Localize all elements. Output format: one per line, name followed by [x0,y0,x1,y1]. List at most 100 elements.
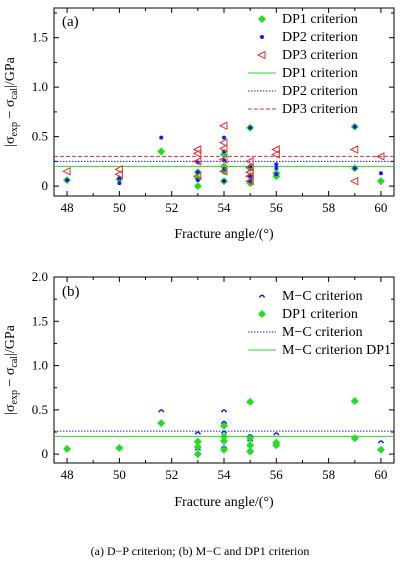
legend-label: M−C criterion [282,289,363,304]
panel-b-label: (b) [62,284,80,300]
data-point [192,157,202,166]
x-tick-label: 52 [165,467,178,482]
data-point [376,445,385,454]
x-tick-label: 52 [165,200,178,215]
data-point [218,155,228,164]
legend-label: DP3 criterion [282,48,358,63]
data-point [194,431,202,435]
data-point [274,162,279,167]
data-point [218,144,228,153]
data-point [377,440,385,444]
x-tick-label: 48 [61,467,74,482]
data-point [222,179,226,184]
data-point [274,172,279,177]
panel-a-xlabel: Fracture angle/(°) [174,227,274,242]
legend-label: M−C criterion DP1 [282,343,391,358]
x-tick-label: 56 [270,200,284,215]
y-tick-label: 1.5 [32,30,48,45]
data-point [350,434,359,443]
data-point [192,145,202,154]
x-tick-label: 54 [218,200,232,215]
y-tick-label: 0 [42,178,49,193]
data-point [246,441,255,450]
panel-a-legend: DP1 criterion DP2 criterion DP3 criterion D… [248,12,358,117]
legend-marker-swatch [258,310,266,318]
x-tick-label: 60 [374,467,387,482]
y-tick-label: 1.5 [32,313,48,328]
data-point [157,419,166,428]
legend-marker-swatch [256,50,266,60]
data-point [245,162,254,172]
data-point [245,176,254,186]
data-point [352,124,357,129]
data-point [245,157,254,166]
legend-marker-swatch [258,15,266,23]
data-point [349,176,359,186]
data-point [159,135,164,140]
data-point [375,152,385,161]
x-tick-label: 50 [113,200,126,215]
y-tick-label: 1.0 [32,79,48,94]
legend-label: M−C criterion [282,325,363,340]
data-point [220,409,228,413]
data-point [245,167,254,177]
figure-caption: (a) D−P criterion; (b) M−C and DP1 crite… [90,544,310,558]
data-point [193,450,202,459]
panel-a: 48 50 52 54 56 58 60 0 0.5 1.0 1.5 (a) DP1 criteri… [3,7,395,242]
data-point [114,164,123,174]
data-point [193,443,202,452]
data-point [63,444,72,453]
data-point [246,397,255,406]
data-point [218,166,228,176]
data-point [220,420,228,425]
data-point [220,432,228,441]
data-point [220,445,228,454]
legend-marker-swatch [260,35,264,39]
data-point [271,145,280,154]
data-point [274,166,279,171]
x-tick-label: 56 [270,467,284,482]
data-point [192,171,202,181]
legend-label: DP2 criterion [282,30,358,45]
data-point [271,150,280,159]
data-point [248,125,253,130]
data-point [114,169,123,179]
data-point [246,447,255,456]
y-tick-label: 2.0 [32,269,48,284]
data-point [222,135,226,140]
data-point [65,178,70,183]
data-point [158,409,165,413]
data-point [117,181,122,186]
data-point [115,443,124,452]
figure-canvas: 48 50 52 54 56 58 60 0 0.5 1.0 1.5 (a) DP1 criteri… [3,7,395,510]
data-point [246,434,255,443]
y-tick-label: 1.0 [32,358,48,373]
data-point [157,147,166,156]
legend-label: DP1 criterion [282,12,358,27]
data-point [376,177,385,186]
panel-b: 48 50 52 54 56 58 60 0 0.5 1.0 1.5 2.0 (b) M−C crit… [3,269,395,510]
x-tick-label: 58 [322,200,335,215]
y-tick-label: 0.5 [32,402,48,417]
legend-label: DP1 criterion [282,66,358,81]
legend-label: DP2 criterion [282,84,358,99]
data-point [273,432,280,436]
data-point [193,437,202,446]
y-tick-label: 0 [42,446,49,461]
x-tick-label: 50 [113,467,126,482]
legend-label: DP3 criterion [282,102,358,117]
panel-b-legend: M−C criterion DP1 criterion M−C criterion M… [248,289,391,358]
data-point [352,166,357,171]
panel-b-xlabel: Fracture angle/(°) [174,495,274,510]
x-tick-label: 58 [322,467,335,482]
x-tick-label: 60 [374,200,387,215]
legend-marker-swatch [258,294,266,298]
data-point [193,182,202,191]
panel-a-ylabel: |σexp − σcal|/GPa [3,56,20,147]
data-point [220,421,228,430]
y-tick-label: 0.5 [32,129,48,144]
data-point [220,436,228,445]
panel-b-ylabel: |σexp − σcal|/GPa [3,324,20,415]
legend-label: DP1 criterion [282,307,358,322]
data-point [378,171,383,176]
